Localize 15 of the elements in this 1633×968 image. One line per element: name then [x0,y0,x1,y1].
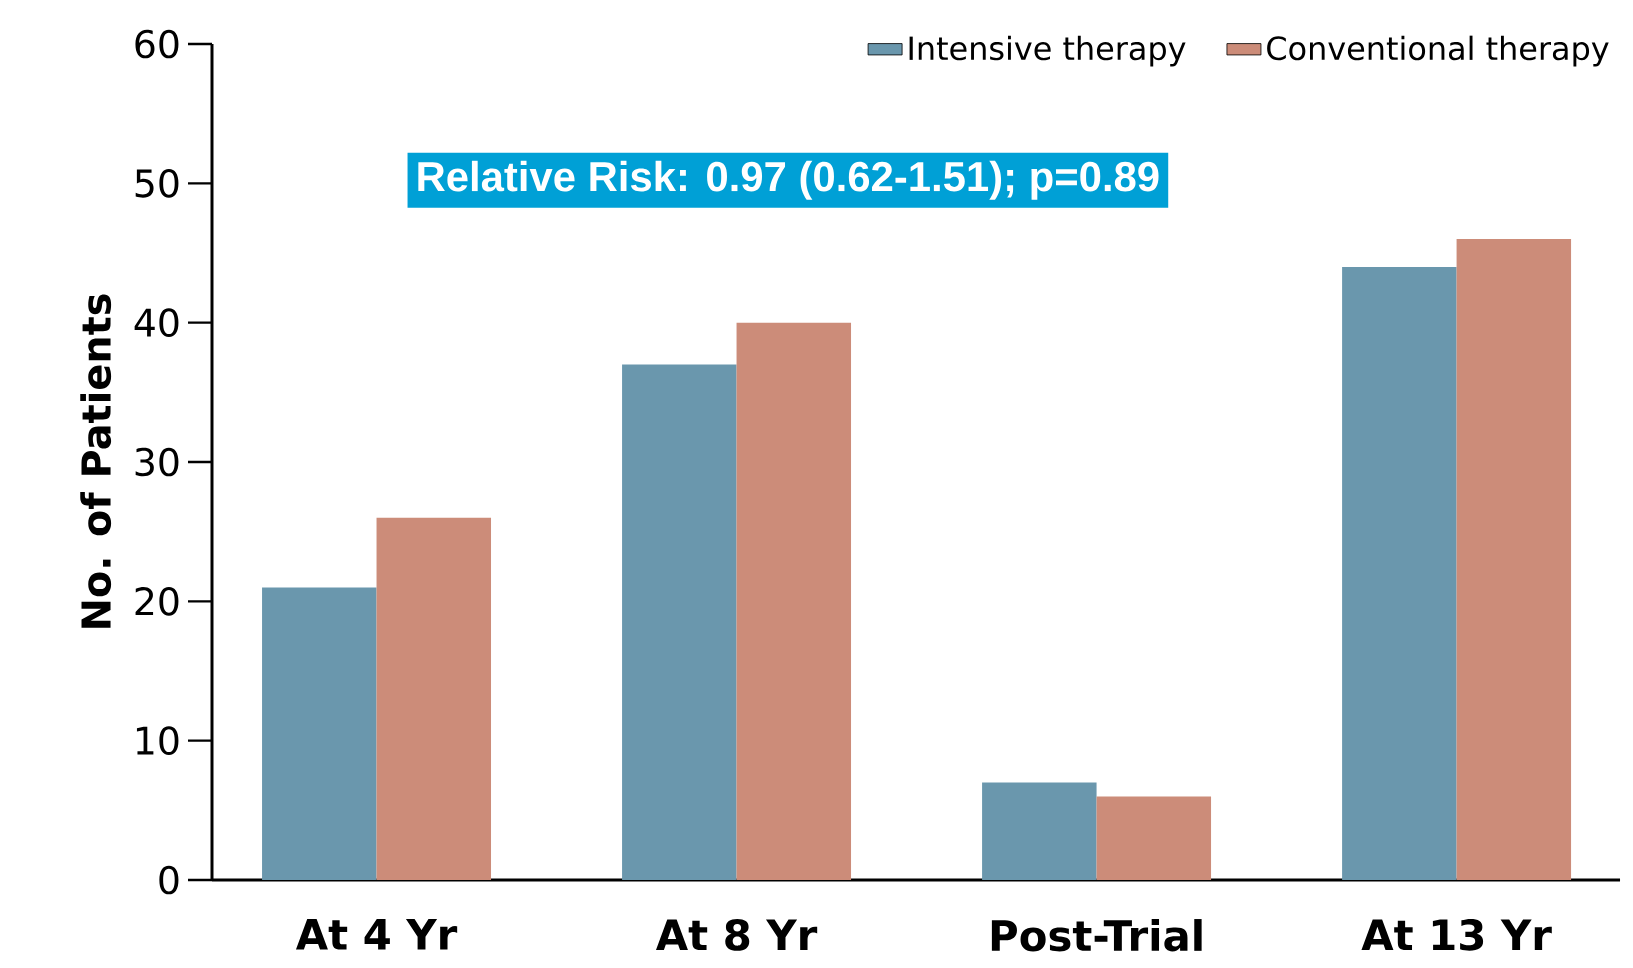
y-tick-label: 30 [135,447,179,477]
x-tick-label: Post-Trial [991,919,1202,952]
x-tick-label: At 8 Yr [655,919,818,951]
y-tick-label: 10 [136,726,179,755]
y-tick-label: 60 [135,29,179,59]
y-axis-title: No. of Patients [80,294,112,628]
y-tick-label: 0 [159,865,179,895]
annotation: Relative Risk: 0.97 (0.62-1.51); p=0.89 [418,160,1159,200]
y-tick-label: 50 [135,169,179,198]
x-tick-label: At 4 Yr [295,919,458,950]
y-tick-label: 40 [134,308,179,337]
x-tick-label: At 13 Yr [1361,919,1552,951]
legend-label: Intensive therapy [909,35,1186,67]
legend-label: Conventional therapy [1267,35,1609,67]
y-tick-label: 20 [135,587,179,616]
